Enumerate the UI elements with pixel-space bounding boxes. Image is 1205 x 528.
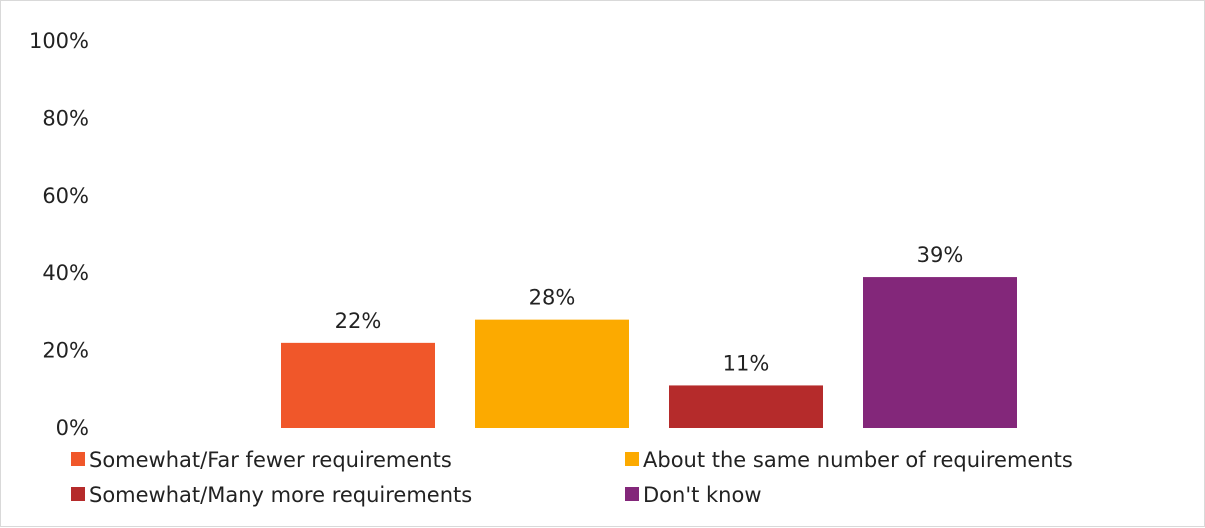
bar: [281, 342, 435, 428]
legend-swatch: [625, 487, 639, 501]
legend-label: About the same number of requirements: [643, 448, 1073, 472]
legend: Somewhat/Far fewer requirements About the…: [71, 448, 1073, 507]
legend-swatch: [71, 452, 85, 466]
legend-item: About the same number of requirements: [625, 448, 1073, 472]
y-tick-label: 20%: [42, 339, 89, 363]
legend-item: Somewhat/Far fewer requirements: [71, 448, 452, 472]
legend-label: Somewhat/Many more requirements: [89, 483, 472, 507]
legend-item: Don't know: [625, 483, 762, 507]
y-tick-label: 80%: [42, 106, 89, 130]
y-axis-ticks: 0% 20% 40% 60% 80% 100%: [29, 29, 89, 440]
y-tick-label: 0%: [56, 416, 89, 440]
data-label: 11%: [723, 351, 770, 375]
legend-label: Don't know: [643, 483, 762, 507]
legend-item: Somewhat/Many more requirements: [71, 483, 472, 507]
bar: [669, 385, 823, 428]
legend-swatch: [625, 452, 639, 466]
data-label: 39%: [917, 243, 964, 267]
data-label: 22%: [335, 309, 382, 333]
legend-label: Somewhat/Far fewer requirements: [89, 448, 452, 472]
bar: [475, 319, 629, 428]
y-tick-label: 40%: [42, 261, 89, 285]
bars: [281, 277, 1017, 428]
data-labels: 22% 28% 11% 39%: [335, 243, 964, 375]
bar: [863, 277, 1017, 428]
legend-swatch: [71, 487, 85, 501]
y-tick-label: 100%: [29, 29, 89, 53]
y-tick-label: 60%: [42, 184, 89, 208]
data-label: 28%: [529, 286, 576, 310]
